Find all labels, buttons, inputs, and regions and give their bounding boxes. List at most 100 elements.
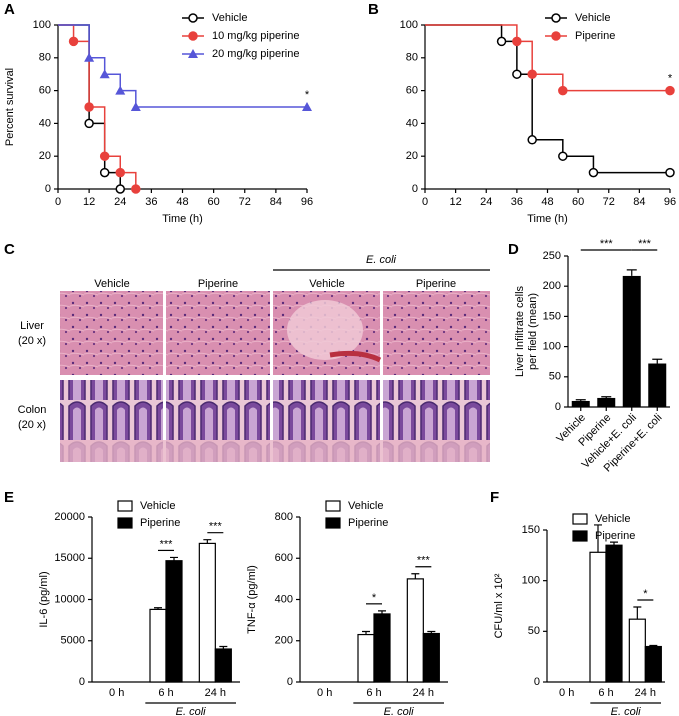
y-axis-label: CFU/ml x 10² [493, 573, 505, 638]
bar [605, 544, 623, 683]
column-label: Piperine [198, 278, 238, 290]
marker [496, 36, 507, 47]
legend-swatch [325, 517, 341, 529]
marker [115, 167, 125, 178]
legend-label: Vehicle [348, 500, 383, 512]
y-tick-label: 50 [549, 371, 561, 383]
bar [622, 275, 641, 407]
group-label: E. coli [366, 254, 397, 266]
marker [84, 102, 94, 112]
y-tick-label: 50 [528, 625, 540, 637]
error-bar [170, 556, 178, 561]
legend-swatch [117, 517, 133, 529]
x-tick-label: 12 [450, 196, 462, 208]
y-tick-label: 200 [543, 280, 561, 292]
error-bar [154, 607, 162, 610]
error-bar [427, 630, 436, 634]
x-tick-label: 24 h [205, 687, 226, 699]
y-tick-label: 0 [555, 401, 561, 413]
y-tick-label: 20 [406, 150, 418, 162]
x-tick-label: 72 [239, 196, 251, 208]
group-label: E. coli [176, 706, 207, 716]
row-label: Liver [20, 320, 44, 332]
y-tick-label: 0 [79, 676, 85, 688]
column-label: Vehicle [94, 278, 129, 290]
bar [373, 613, 391, 683]
marker [84, 52, 95, 62]
x-tick-label: 36 [145, 196, 157, 208]
histology-panel: E. coli Vehicle Piperine Vehicle Piperin… [18, 254, 490, 462]
y-tick-label: 60 [406, 85, 418, 97]
marker [115, 184, 125, 194]
x-tick-label: 60 [208, 196, 220, 208]
x-tick-label: 84 [270, 196, 282, 208]
legend-label: Piperine [595, 530, 635, 542]
bar [644, 645, 662, 683]
legend-marker [551, 13, 561, 23]
y-tick-label: 10000 [54, 593, 85, 605]
annotation: * [305, 89, 310, 101]
y-tick-label: 0 [534, 676, 540, 688]
legend-swatch [572, 513, 588, 525]
marker [115, 85, 126, 95]
x-tick-label: 24 [480, 196, 492, 208]
hemorrhage [329, 350, 382, 363]
infiltrate [287, 300, 363, 360]
x-tick-label: 36 [511, 196, 523, 208]
x-tick-label: 0 h [559, 687, 574, 699]
marker [665, 85, 675, 96]
panel-letter: F [490, 489, 499, 506]
column-label: Piperine [416, 278, 456, 290]
y-tick-label: 150 [543, 310, 561, 322]
x-tick-label: 0 h [109, 687, 124, 699]
group-label: E. coli [384, 706, 415, 716]
error-bar [633, 606, 642, 620]
y-tick-label: 100 [543, 341, 561, 353]
marker [665, 167, 675, 178]
legend-label: 20 mg/kg piperine [212, 48, 299, 60]
bar [648, 363, 667, 407]
marker [558, 85, 568, 96]
y-tick-label: 80 [39, 52, 51, 64]
histology-image [166, 291, 270, 375]
x-axis-label: Time (h) [162, 213, 203, 225]
y-tick-label: 60 [39, 85, 51, 97]
x-tick-label: 48 [176, 196, 188, 208]
panel-letter: A [4, 1, 15, 18]
error-bar [652, 358, 663, 364]
legend-swatch [117, 500, 133, 512]
legend-marker [551, 31, 561, 41]
marker [99, 69, 110, 79]
y-tick-label: 15000 [54, 552, 85, 564]
significance-label: *** [209, 521, 223, 533]
marker [512, 36, 522, 47]
group-label: E. coli [611, 706, 642, 716]
x-tick-label: 0 h [317, 687, 332, 699]
error-bar [203, 539, 212, 544]
y-tick-label: 40 [406, 117, 418, 129]
x-tick-label: 60 [572, 196, 584, 208]
y-tick-label: 0 [287, 676, 293, 688]
x-tick-label: 6 h [598, 687, 613, 699]
y-tick-label: 20000 [54, 511, 85, 523]
error-bar [594, 524, 602, 553]
histology-image [383, 291, 490, 375]
y-tick-label: 20 [39, 150, 51, 162]
marker [558, 151, 568, 161]
bar [597, 397, 616, 407]
x-tick-label: 24 [114, 196, 126, 208]
y-tick-label: 150 [522, 524, 540, 536]
significance-label: * [643, 588, 648, 600]
y-tick-label: 200 [275, 635, 293, 647]
significance-label: *** [417, 555, 431, 567]
y-tick-label: 0 [45, 183, 51, 195]
bar [198, 542, 216, 683]
row-label: (20 x) [18, 335, 46, 347]
marker [302, 102, 312, 111]
legend-marker [188, 49, 198, 58]
muscle-layer [60, 440, 490, 462]
marker [68, 36, 79, 47]
x-tick-label: 48 [541, 196, 553, 208]
y-axis-label: TNF-α (pg/ml) [246, 565, 258, 634]
y-tick-label: 800 [275, 511, 293, 523]
